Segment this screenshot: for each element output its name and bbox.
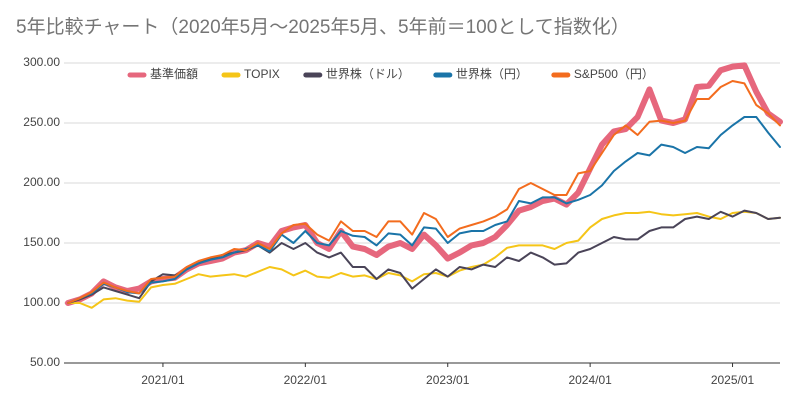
legend-label: 世界株（ドル） <box>326 66 410 81</box>
line-series <box>67 116 781 304</box>
y-tick-label: 50.00 <box>30 355 60 369</box>
legend-label: S&P500（円） <box>574 67 654 81</box>
x-tick-label: 2025/01 <box>711 373 755 387</box>
y-tick-label: 200.00 <box>23 175 60 189</box>
x-tick-label: 2021/01 <box>141 373 185 387</box>
legend-label: 基準価額 <box>150 66 198 81</box>
y-tick-label: 300.00 <box>23 55 60 69</box>
line-series <box>67 80 781 304</box>
legend-label: 世界株（円） <box>456 66 528 81</box>
y-tick-label: 100.00 <box>23 295 60 309</box>
y-tick-label: 150.00 <box>23 235 60 249</box>
legend-label: TOPIX <box>244 67 280 81</box>
x-tick-label: 2024/01 <box>568 373 612 387</box>
chart-title: 5年比較チャート（2020年5月〜2025年5月、5年前＝100として指数化） <box>16 16 630 38</box>
y-tick-label: 250.00 <box>23 115 60 129</box>
x-tick-label: 2022/01 <box>284 373 328 387</box>
x-tick-label: 2023/01 <box>426 373 470 387</box>
line-series <box>67 209 781 304</box>
line-series <box>67 210 781 309</box>
line-series <box>65 62 783 306</box>
